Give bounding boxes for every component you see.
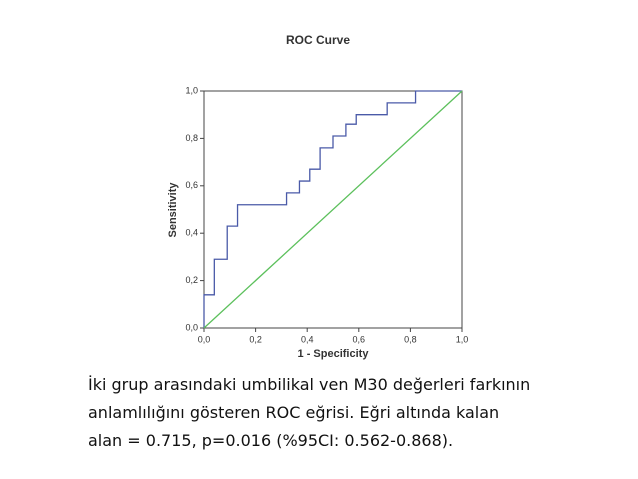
y-tick-label: 1,0 xyxy=(185,85,198,95)
y-tick-label: 0,8 xyxy=(185,133,198,143)
x-tick-label: 0,6 xyxy=(353,334,366,344)
y-axis-label: Sensitivity xyxy=(167,182,179,238)
plot-frame xyxy=(203,90,463,329)
roc-line xyxy=(203,90,463,329)
caption-line: anlamlılığını gösteren ROC eğrisi. Eğri … xyxy=(88,403,499,422)
x-tick-label: 0,8 xyxy=(404,334,417,344)
y-tick-label: 0,2 xyxy=(185,275,198,285)
y-tick-label: 0,6 xyxy=(185,180,198,190)
x-tick-label: 0,0 xyxy=(198,334,211,344)
roc-line xyxy=(203,90,462,328)
caption-line: alan = 0.715, p=0.016 (%95CI: 0.562-0.86… xyxy=(88,431,453,450)
x-tick-label: 1,0 xyxy=(456,334,469,344)
y-tick-label: 0,0 xyxy=(185,322,198,332)
x-axis-label: 1 - Specificity xyxy=(298,348,370,360)
y-tick-label: 0,4 xyxy=(185,228,198,238)
caption-line: İki grup arasındaki umbilikal ven M30 de… xyxy=(88,375,530,394)
chart-title: ROC Curve xyxy=(286,33,350,47)
x-tick-label: 0,4 xyxy=(301,334,314,344)
x-tick-label: 0,2 xyxy=(249,334,262,344)
